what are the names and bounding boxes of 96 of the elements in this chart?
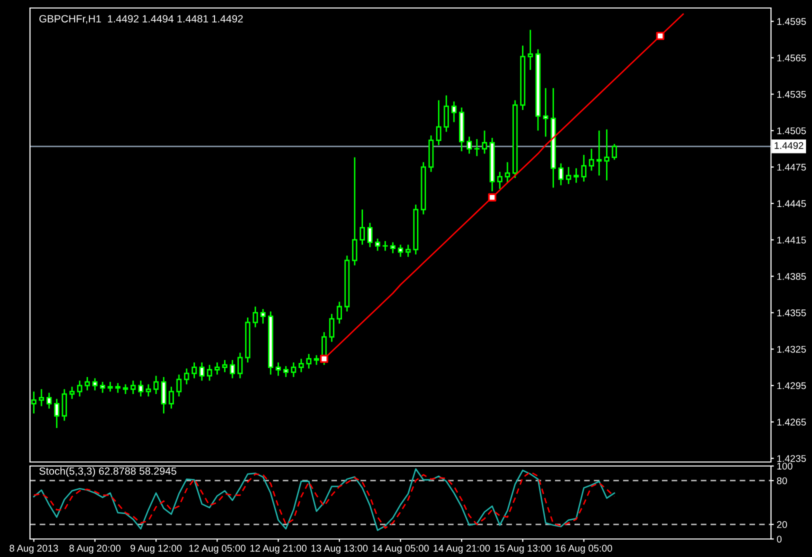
candlestick — [543, 87, 548, 138]
y-tick-label: 1.4235 — [777, 455, 806, 462]
candlestick — [558, 162, 564, 186]
candlestick — [451, 100, 457, 123]
candlestick — [252, 306, 258, 328]
candlestick — [596, 130, 602, 176]
candlestick — [382, 240, 388, 252]
candlestick — [31, 390, 36, 414]
candlestick — [604, 128, 610, 182]
candlestick — [612, 143, 617, 160]
candlestick — [138, 380, 144, 398]
candlestick — [367, 222, 373, 248]
candlestick — [283, 365, 289, 378]
x-tick-label: 14 Aug 21:00 — [434, 544, 490, 554]
candlestick — [192, 362, 197, 379]
candlestick — [199, 362, 204, 382]
candlestick — [406, 244, 411, 258]
candlestick — [54, 398, 60, 429]
x-tick-label: 15 Aug 13:00 — [494, 544, 552, 554]
y-tick-label: 0 — [776, 536, 782, 543]
y-tick-label: 1.4505 — [777, 127, 806, 134]
candlestick — [352, 156, 358, 266]
candlestick — [260, 308, 266, 324]
y-tick-label: 1.4265 — [777, 418, 806, 426]
candlestick — [466, 136, 472, 154]
candlestick — [581, 154, 586, 182]
candlestick — [168, 386, 174, 410]
candlestick — [38, 388, 44, 407]
y-tick-label: 1.4535 — [777, 90, 806, 98]
candlestick — [100, 381, 106, 394]
candlestick — [276, 362, 281, 377]
point — [656, 32, 664, 40]
point — [488, 193, 496, 202]
candlestick — [184, 368, 190, 386]
x-tick-label: 13 Aug 13:00 — [311, 544, 368, 554]
x-tick-label: 12 Aug 21:00 — [250, 544, 307, 554]
point — [320, 354, 328, 363]
candlestick — [504, 161, 510, 184]
x-tick-label: 12 Aug 05:00 — [189, 544, 246, 554]
y-tick-label: 1.4385 — [777, 273, 806, 280]
candlestick — [146, 384, 152, 398]
candlestick — [298, 358, 304, 373]
x-tick-label: 8 Aug 20:00 — [69, 544, 121, 554]
candlestick — [46, 392, 52, 410]
candlestick — [230, 359, 236, 379]
candlestick — [329, 313, 334, 343]
candlestick — [336, 301, 342, 324]
candlestick — [161, 376, 166, 414]
candlestick — [237, 352, 243, 379]
candlestick — [77, 380, 82, 398]
y-tick-label: 1.4325 — [777, 346, 806, 353]
candlestick — [528, 29, 533, 71]
candlestick — [222, 359, 228, 373]
y-tick-label: 20 — [777, 521, 787, 528]
candlestick — [69, 386, 75, 400]
candlestick — [108, 381, 113, 392]
candlestick — [153, 375, 159, 395]
y-tick-label: 80 — [776, 477, 787, 484]
candlestick — [444, 94, 449, 133]
candlestick — [574, 168, 579, 184]
candlestick — [206, 364, 212, 382]
candlestick — [176, 374, 182, 398]
candlestick — [290, 362, 296, 378]
ref-line-label: 1.4492 — [774, 142, 804, 149]
text: GBPCHFr,H1 1.4492 1.4494 1.4481 1.4492 — [39, 15, 243, 24]
x-tick-label: 14 Aug 05:00 — [372, 544, 429, 554]
y-tick-label: 1.4415 — [777, 236, 806, 244]
candlestick — [360, 208, 365, 246]
y-tick-label: 100 — [777, 462, 792, 470]
chart-title: Stoch(5,3,3) 62.8788 58.2945 — [39, 467, 176, 477]
candlestick — [436, 100, 442, 146]
candlestick — [130, 380, 136, 395]
candlestick — [84, 376, 90, 392]
y-tick-label: 1.4565 — [777, 54, 806, 62]
candlestick — [92, 378, 98, 392]
y-tick-label: 1.4475 — [777, 164, 806, 171]
y-tick-label: 1.4295 — [777, 382, 806, 390]
candlestick — [390, 242, 396, 254]
candlestick — [214, 362, 220, 376]
candlestick — [306, 353, 312, 370]
candlestick — [482, 130, 488, 154]
y-tick-label: 1.4595 — [777, 18, 806, 25]
candlestick — [398, 244, 404, 258]
candlestick — [122, 384, 128, 395]
candlestick — [497, 171, 502, 190]
x-tick-label: 8 Aug 2013 — [10, 544, 58, 554]
candlestick — [588, 148, 594, 172]
candlestick — [566, 166, 572, 185]
y-tick-label: 1.4445 — [777, 200, 806, 208]
x-tick-label: 9 Aug 12:00 — [130, 544, 182, 554]
candlestick — [374, 238, 380, 252]
y-tick-label: 1.4355 — [777, 309, 806, 316]
x-tick-label: 16 Aug 05:00 — [556, 544, 612, 554]
candlestick — [115, 382, 120, 394]
candlestick — [474, 138, 480, 157]
candlestick — [62, 388, 67, 422]
